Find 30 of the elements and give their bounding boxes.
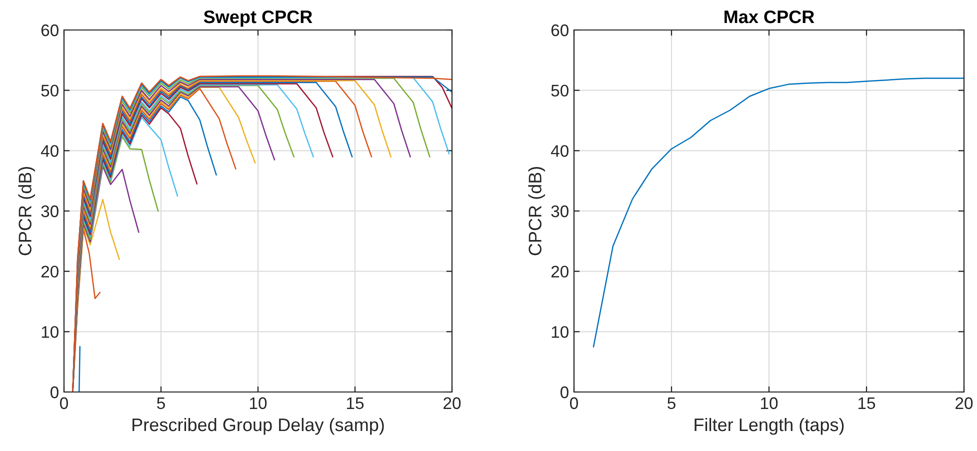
chart-title: Swept CPCR: [204, 10, 312, 27]
x-tick-label: 15: [347, 397, 364, 410]
y-tick-label: 10: [552, 326, 568, 338]
x-axis-title: Prescribed Group Delay (samp): [132, 418, 384, 435]
y-tick-label: 60: [551, 24, 568, 36]
y-tick-label: 60: [41, 24, 58, 36]
y-tick-label: 0: [50, 386, 58, 398]
x-tick-label: 10: [250, 397, 267, 410]
y-tick-label: 40: [550, 145, 568, 157]
y-axis-title: CPCR (dB): [18, 166, 36, 256]
y-tick-label: 30: [41, 205, 58, 218]
y-tick-label: 40: [40, 145, 58, 157]
x-tick-label: 0: [570, 397, 578, 410]
y-tick-label: 20: [551, 266, 568, 278]
x-tick-label: 0: [60, 397, 68, 410]
chart-title: Max CPCR: [724, 10, 814, 24]
y-tick-label: 50: [551, 84, 568, 97]
y-tick-label: 10: [42, 326, 58, 338]
x-tick-label: 5: [157, 397, 165, 410]
x-tick-label: 20: [956, 397, 973, 410]
y-tick-label: 50: [41, 84, 58, 97]
y-tick-label: 0: [560, 386, 568, 398]
y-axis-title: CPCR (dB): [528, 166, 546, 256]
x-tick-label: 10: [761, 397, 778, 410]
y-tick-label: 20: [41, 266, 58, 278]
x-tick-label: 20: [444, 397, 461, 410]
x-tick-label: 15: [858, 397, 876, 410]
x-axis-title: Filter Length (taps): [694, 418, 844, 435]
x-tick-label: 5: [668, 397, 676, 410]
y-tick-label: 30: [551, 205, 568, 218]
